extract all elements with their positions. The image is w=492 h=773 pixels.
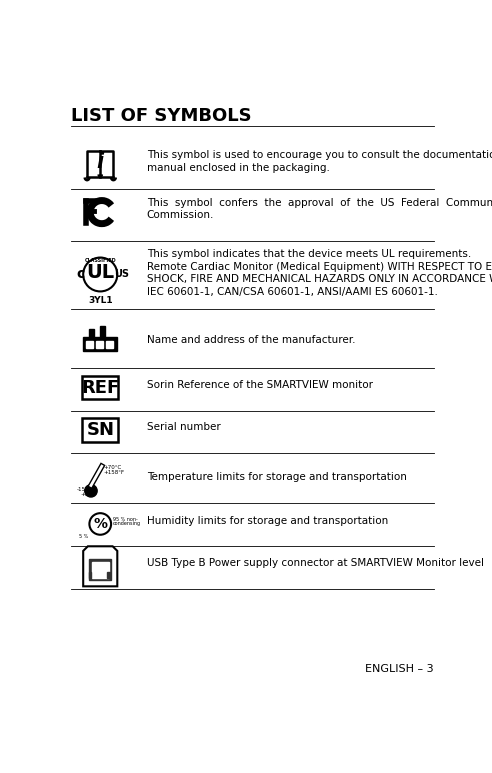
Bar	[96, 342, 102, 349]
Bar	[83, 376, 118, 399]
Text: This symbol is used to encourage you to consult the documentation and
manual enc: This symbol is used to encourage you to …	[147, 150, 492, 172]
Bar	[106, 342, 113, 349]
Circle shape	[83, 257, 117, 291]
Text: This  symbol  confers  the  approval  of  the  US  Federal  Communications
Commi: This symbol confers the approval of the …	[147, 198, 492, 220]
Text: i: i	[97, 152, 104, 172]
Text: SN: SN	[86, 421, 114, 439]
Text: This symbol indicates that the device meets UL requirements.
Remote Cardiac Moni: This symbol indicates that the device me…	[147, 249, 492, 297]
Circle shape	[90, 513, 111, 535]
Text: c: c	[76, 267, 84, 281]
Text: +5°F: +5°F	[80, 492, 94, 497]
Bar	[89, 572, 91, 578]
Text: condensing: condensing	[113, 521, 141, 526]
Bar	[92, 562, 109, 578]
Text: ENGLISH – 3: ENGLISH – 3	[365, 664, 433, 674]
Text: 95 % non-: 95 % non-	[113, 517, 137, 522]
Text: %: %	[93, 517, 107, 531]
Text: CLASSIFIED: CLASSIFIED	[85, 258, 116, 263]
Text: Name and address of the manufacturer.: Name and address of the manufacturer.	[147, 335, 355, 345]
Text: Temperature limits for storage and transportation: Temperature limits for storage and trans…	[147, 472, 406, 482]
Text: UL: UL	[86, 264, 114, 282]
Circle shape	[85, 485, 97, 497]
Polygon shape	[83, 547, 117, 587]
Text: +70°C: +70°C	[103, 465, 122, 470]
Text: Humidity limits for storage and transportation: Humidity limits for storage and transpor…	[147, 516, 388, 526]
Text: Sorin Reference of the SMARTVIEW monitor: Sorin Reference of the SMARTVIEW monitor	[147, 380, 373, 390]
Text: 5 %: 5 %	[79, 534, 88, 539]
Text: REF: REF	[81, 379, 120, 397]
Text: LIST OF SYMBOLS: LIST OF SYMBOLS	[71, 107, 251, 124]
Text: Serial number: Serial number	[147, 422, 220, 432]
Text: 3YL1: 3YL1	[88, 296, 113, 305]
Polygon shape	[83, 326, 117, 351]
Text: +158°F: +158°F	[103, 470, 124, 475]
Bar	[90, 560, 111, 581]
Bar	[83, 418, 118, 441]
Text: USB Type B Power supply connector at SMARTVIEW Monitor level: USB Type B Power supply connector at SMA…	[147, 558, 484, 568]
Bar	[107, 572, 110, 578]
Bar	[86, 342, 92, 349]
Text: -15°C: -15°C	[77, 487, 92, 492]
Text: US: US	[114, 270, 129, 280]
